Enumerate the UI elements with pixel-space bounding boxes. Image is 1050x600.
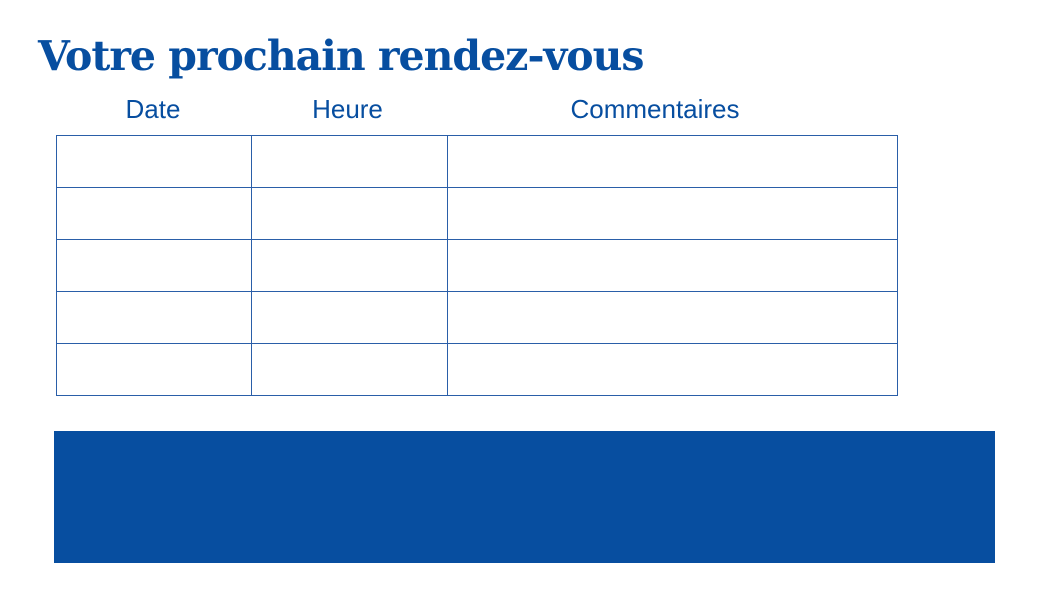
table-row [56, 343, 898, 396]
column-header-heure: Heure [312, 94, 383, 124]
footer-band [54, 431, 995, 563]
table-row [56, 291, 898, 344]
cell-date[interactable] [56, 343, 252, 396]
cell-commentaires[interactable] [447, 291, 898, 344]
column-header-date: Date [125, 94, 181, 124]
table-row [56, 239, 898, 292]
cell-date[interactable] [56, 291, 252, 344]
cell-heure[interactable] [251, 239, 448, 292]
cell-commentaires[interactable] [447, 135, 898, 188]
cell-heure[interactable] [251, 343, 448, 396]
cell-date[interactable] [56, 187, 252, 240]
cell-date[interactable] [56, 239, 252, 292]
cell-heure[interactable] [251, 291, 448, 344]
cell-commentaires[interactable] [447, 187, 898, 240]
table-row [56, 187, 898, 240]
column-header-commentaires: Commentaires [570, 94, 740, 124]
cell-heure[interactable] [251, 187, 448, 240]
cell-date[interactable] [56, 135, 252, 188]
cell-heure[interactable] [251, 135, 448, 188]
cell-commentaires[interactable] [447, 239, 898, 292]
cell-commentaires[interactable] [447, 343, 898, 396]
page-title: Votre prochain rendez-vous [38, 32, 645, 80]
appointment-table [56, 135, 898, 396]
table-row [56, 135, 898, 188]
